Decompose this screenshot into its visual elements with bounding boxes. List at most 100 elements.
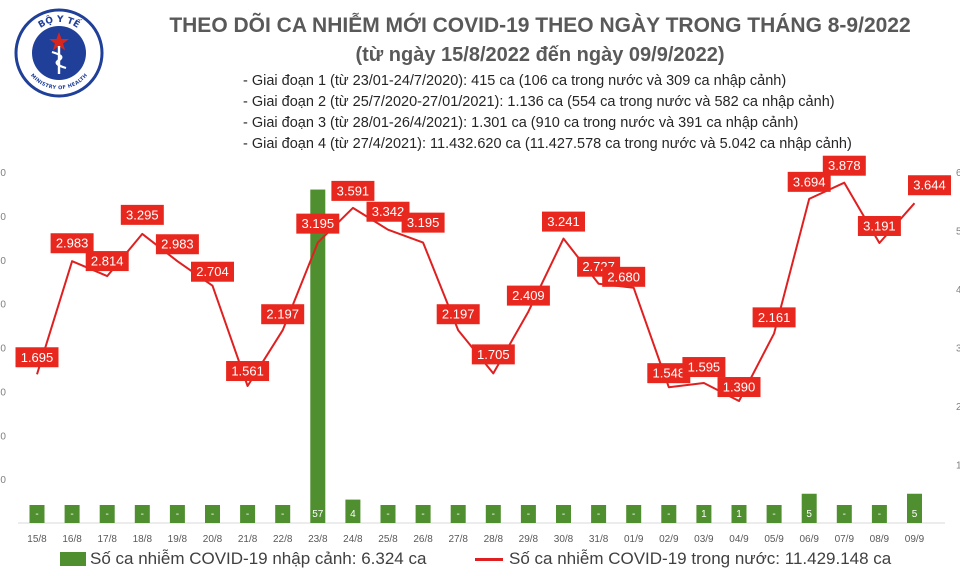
x-axis-tick-label: 02/9	[659, 534, 679, 545]
bar-imported	[731, 505, 747, 523]
line-data-label-box	[401, 212, 445, 233]
line-data-label-box	[155, 234, 199, 255]
line-data-label-box	[120, 204, 164, 225]
line-data-label-box	[471, 344, 515, 365]
right-axis-tick-label: 5	[956, 227, 960, 238]
bar-data-label: -	[597, 509, 600, 520]
line-data-label-box	[15, 347, 59, 368]
legend-swatch-line	[475, 557, 503, 561]
line-data-label: 2.409	[512, 288, 545, 303]
bar-data-label: -	[281, 509, 284, 520]
line-data-label: 3.591	[337, 183, 370, 198]
x-axis-tick-label: 22/8	[273, 534, 293, 545]
line-data-label: 1.705	[477, 347, 510, 362]
x-axis-tick-label: 18/8	[133, 534, 153, 545]
legend-swatch-bar	[60, 552, 86, 566]
line-data-label: 3.342	[372, 204, 405, 219]
x-axis-tick-label: 20/8	[203, 534, 223, 545]
left-axis-tick-label: 000	[0, 431, 6, 442]
line-data-label-box	[602, 266, 646, 287]
left-axis-tick-label: 000	[0, 300, 6, 311]
bar-data-label: -	[211, 509, 214, 520]
bar-data-label: -	[772, 509, 775, 520]
bar-imported	[169, 505, 185, 523]
right-axis-tick-label: 4	[956, 285, 960, 296]
legend-label-imported: Số ca nhiễm COVID-19 nhập cảnh: 6.324 ca	[90, 549, 427, 568]
bar-data-label: -	[386, 509, 389, 520]
ministry-of-health-logo: BỘ Y TẾ MINISTRY OF HEALTH	[14, 8, 104, 98]
x-axis-tick-label: 19/8	[168, 534, 188, 545]
line-data-label: 3.644	[913, 178, 946, 193]
bar-data-label: 5	[912, 509, 918, 520]
bar-data-label: -	[457, 509, 460, 520]
x-axis-tick-label: 21/8	[238, 534, 258, 545]
bar-imported	[64, 505, 80, 523]
phase-item-3: - Giai đoạn 3 (từ 28/01-26/4/2021): 1.30…	[243, 115, 799, 131]
right-axis-tick-label: 2	[956, 402, 960, 413]
line-data-label: 2.727	[582, 259, 615, 274]
left-axis-tick-label: 000	[0, 387, 6, 398]
svg-text:BỘ Y TẾ: BỘ Y TẾ	[37, 14, 84, 31]
bar-data-label: -	[667, 509, 670, 520]
x-axis-tick-label: 25/8	[378, 534, 398, 545]
line-data-label: 3.195	[302, 216, 335, 231]
line-data-label: 1.390	[723, 380, 756, 395]
bar-data-label: -	[421, 509, 424, 520]
x-axis-tick-label: 27/8	[448, 534, 468, 545]
bar-data-label: -	[141, 509, 144, 520]
line-data-label-box	[191, 261, 234, 282]
line-data-label: 3.195	[407, 215, 440, 230]
line-data-label: 2.197	[266, 307, 299, 322]
phase-summary-list: - Giai đoạn 1 (từ 23/01-24/7/2020): 415 …	[243, 71, 852, 155]
bar-imported	[29, 505, 45, 523]
line-data-label-box	[50, 233, 94, 254]
bar-imported	[345, 499, 361, 523]
left-axis-tick-label: 000	[0, 475, 6, 486]
line-data-label-box	[436, 304, 480, 325]
x-axis-tick-label: 23/8	[308, 534, 328, 545]
right-axis-tick-label: 6	[956, 168, 960, 179]
line-data-label-box	[366, 201, 410, 222]
x-axis-tick-label: 03/9	[694, 534, 714, 545]
bar-imported	[661, 505, 677, 523]
x-axis-tick-label: 28/8	[484, 534, 504, 545]
bar-imported	[134, 505, 150, 523]
left-axis-tick-label: 000	[0, 168, 6, 179]
line-data-label-box	[857, 215, 901, 236]
line-data-label: 2.680	[607, 269, 640, 284]
phase-item-2: - Giai đoạn 2 (từ 25/7/2020-27/01/2021):…	[243, 94, 835, 110]
bar-data-label: -	[562, 509, 565, 520]
chart-legend: Số ca nhiễm COVID-19 nhập cảnh: 6.324 ca…	[60, 549, 960, 573]
line-data-label-box	[752, 307, 796, 328]
left-axis-tick-label: 000	[0, 212, 6, 223]
bar-data-label: 5	[806, 509, 812, 520]
x-axis-tick-label: 17/8	[97, 534, 117, 545]
line-data-label-box	[577, 256, 621, 277]
line-data-label: 3.191	[863, 218, 896, 233]
line-data-label-box	[647, 363, 691, 384]
bar-imported	[485, 505, 501, 523]
bar-imported	[99, 505, 115, 523]
logo-text-top: BỘ Y TẾ	[37, 14, 84, 31]
bar-imported	[801, 493, 817, 523]
line-data-label: 2.704	[196, 264, 229, 279]
phase-item-1: - Giai đoạn 1 (từ 23/01-24/7/2020): 415 …	[243, 73, 787, 89]
chart-subtitle: (từ ngày 15/8/2022 đến ngày 09/9/2022)	[355, 44, 725, 66]
line-data-label: 3.694	[793, 174, 826, 189]
bar-data-label: -	[632, 509, 635, 520]
right-axis-tick-label: 3	[956, 344, 960, 355]
line-data-label-box	[682, 357, 726, 378]
bar-imported	[871, 505, 887, 523]
x-axis-tick-label: 26/8	[413, 534, 433, 545]
bar-imported	[696, 505, 712, 523]
bar-imported	[240, 505, 256, 523]
x-axis-tick-label: 09/9	[905, 534, 925, 545]
x-axis-tick-label: 07/9	[835, 534, 855, 545]
left-axis-tick-label: 000	[0, 256, 6, 267]
line-data-label: 1.695	[21, 350, 54, 365]
legend-item-imported: Số ca nhiễm COVID-19 nhập cảnh: 6.324 ca	[60, 549, 426, 569]
line-data-label: 2.197	[442, 307, 475, 322]
line-data-label-box	[542, 211, 585, 232]
line-data-label-box	[261, 304, 305, 325]
x-axis-tick-label: 31/8	[589, 534, 609, 545]
